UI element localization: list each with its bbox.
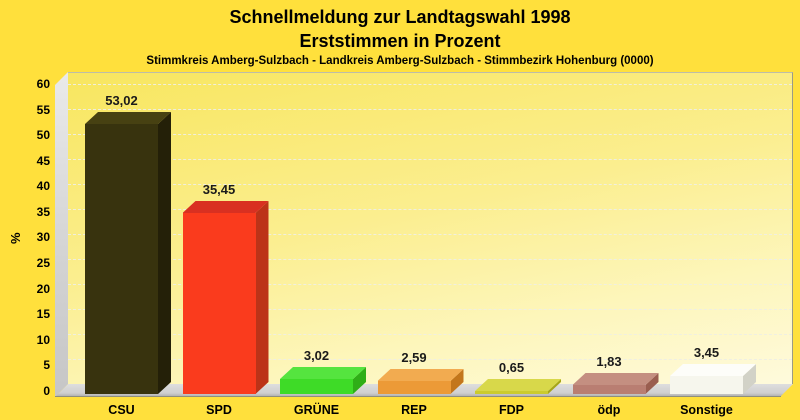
chart-header: Schnellmeldung zur Landtagswahl 1998 Ers… [0, 0, 800, 68]
gridline-60 [68, 84, 792, 85]
bar-front-face [182, 213, 256, 394]
bar-top-face [475, 379, 561, 391]
category-label-REP: REP [401, 403, 427, 417]
y-tick-15: 15 [36, 307, 50, 322]
bar-Sonstige: 3,45 [670, 345, 756, 394]
bar-side-face [158, 112, 171, 394]
gridline-25 [68, 259, 792, 260]
category-label-ödp: ödp [597, 403, 621, 417]
bar-front-face [475, 391, 548, 394]
bar-top-face [280, 367, 366, 379]
y-tick-10: 10 [36, 332, 50, 347]
bar-front-face [85, 124, 158, 394]
y-tick-0: 0 [43, 384, 50, 398]
bar-side-face [256, 201, 269, 394]
gridline-55 [68, 109, 792, 110]
bar-value-label-FDP: 0,65 [498, 360, 525, 375]
bar-ödp: 1,83 [572, 354, 659, 394]
category-label-FDP: FDP [499, 403, 524, 417]
category-label-SPD: SPD [206, 403, 232, 417]
bar-front-face [377, 381, 451, 394]
gridline-10 [68, 334, 792, 335]
y-tick-55: 55 [36, 102, 50, 117]
bar-value-label-CSU: 53,02 [105, 93, 138, 108]
category-label-Sonstige: Sonstige [680, 403, 733, 417]
y-tick-60: 60 [36, 76, 50, 91]
bar-REP: 2,59 [377, 350, 464, 394]
bar-GRÜNE: 3,02 [280, 348, 366, 394]
bar-top-face [378, 369, 464, 381]
bar-top-face [573, 373, 659, 385]
bar-value-label-ödp: 1,83 [596, 354, 622, 369]
bar-top-face [85, 112, 171, 124]
chart-title: Schnellmeldung zur Landtagswahl 1998 [229, 7, 571, 27]
y-tick-5: 5 [43, 358, 50, 373]
bar-front-face [280, 379, 353, 394]
bar-value-label-SPD: 35,45 [202, 182, 236, 197]
category-label-CSU: CSU [108, 403, 135, 417]
y-tick-45: 45 [36, 153, 50, 168]
y-tick-50: 50 [36, 128, 50, 143]
gridline-50 [68, 134, 792, 135]
y-tick-35: 35 [36, 204, 50, 219]
bar-front-face [670, 376, 743, 394]
bar-CSU: 53,02 [85, 93, 171, 394]
y-tick-20: 20 [36, 281, 50, 296]
chart-3d-left-wall [55, 72, 68, 397]
category-label-GRÜNE: GRÜNE [293, 403, 340, 417]
y-tick-30: 30 [36, 230, 50, 245]
gridline-30 [68, 234, 792, 235]
chart-floor-edge [55, 396, 781, 397]
bar-front-face [572, 385, 646, 394]
gridline-20 [68, 284, 792, 285]
bar-SPD: 35,45 [182, 182, 269, 394]
bar-value-label-GRÜNE: 3,02 [303, 348, 330, 363]
gridline-15 [68, 309, 792, 310]
chart-region-line: Stimmkreis Amberg-Sulzbach - Landkreis A… [146, 55, 654, 67]
y-tick-40: 40 [36, 179, 50, 194]
bar-value-label-Sonstige: 3,45 [693, 345, 720, 360]
bar-value-label-REP: 2,59 [401, 350, 427, 365]
y-tick-25: 25 [36, 256, 50, 271]
gridline-40 [68, 184, 792, 185]
gridline-35 [68, 209, 792, 210]
gridline-5 [68, 359, 792, 360]
bar-FDP: 0,65 [475, 360, 561, 394]
chart-subtitle: Erststimmen in Prozent [299, 31, 501, 51]
gridline-45 [68, 159, 792, 160]
bar-chart-plot-area: 53,02 35,45 3,02 2,59 0,65 1,83 3,45 CSU SPD GRÜ… [55, 72, 793, 420]
chart-back-wall [68, 72, 793, 384]
bar-top-face [670, 364, 756, 376]
bar-top-face [183, 201, 269, 213]
